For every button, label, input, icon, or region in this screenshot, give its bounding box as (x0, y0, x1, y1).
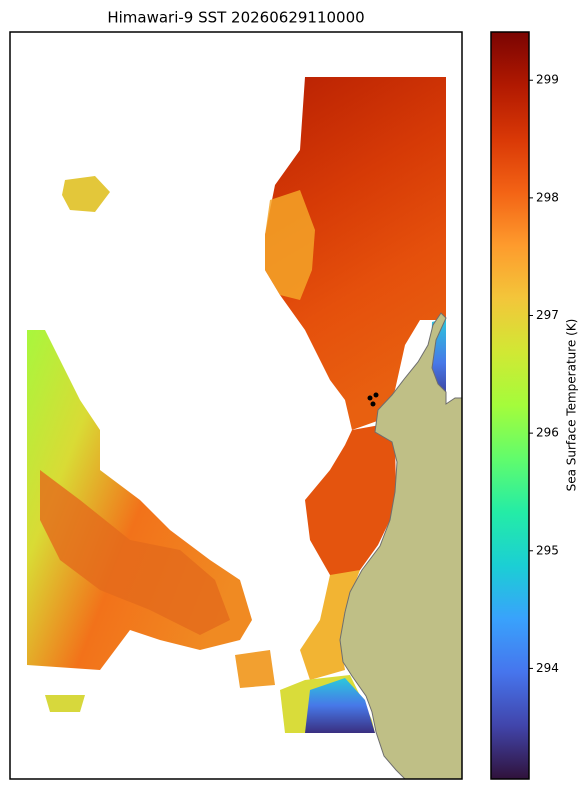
colorbar-tick-label: 294 (536, 661, 559, 675)
colorbar-tick-label: 298 (536, 190, 559, 204)
sst-field-west-inner (40, 470, 230, 635)
marker (370, 401, 376, 407)
colorbar-tick-label: 296 (536, 426, 559, 440)
sst-field-warm-edge (265, 190, 315, 300)
sst-field-blob (235, 650, 275, 688)
sst-field-coastal (305, 425, 396, 590)
chart-title: Himawari-9 SST 20260629110000 (107, 9, 364, 27)
map (10, 32, 462, 779)
sst-field-blob (45, 695, 85, 712)
colorbar-tick-label: 295 (536, 543, 559, 557)
map-frame (9, 31, 463, 780)
land (339, 312, 462, 779)
colorbar-tick-label: 297 (536, 308, 559, 322)
sst-field-coastal-south (300, 570, 360, 680)
colorbar-label: Sea Surface Temperature (K) (565, 319, 579, 492)
sst-field-cold (305, 678, 375, 733)
marker (367, 395, 373, 401)
marker (373, 392, 379, 398)
sst-field-blob (62, 176, 110, 212)
sst-field-north (265, 77, 446, 430)
colorbar (490, 31, 530, 780)
colorbar-tick-label: 299 (536, 73, 559, 87)
